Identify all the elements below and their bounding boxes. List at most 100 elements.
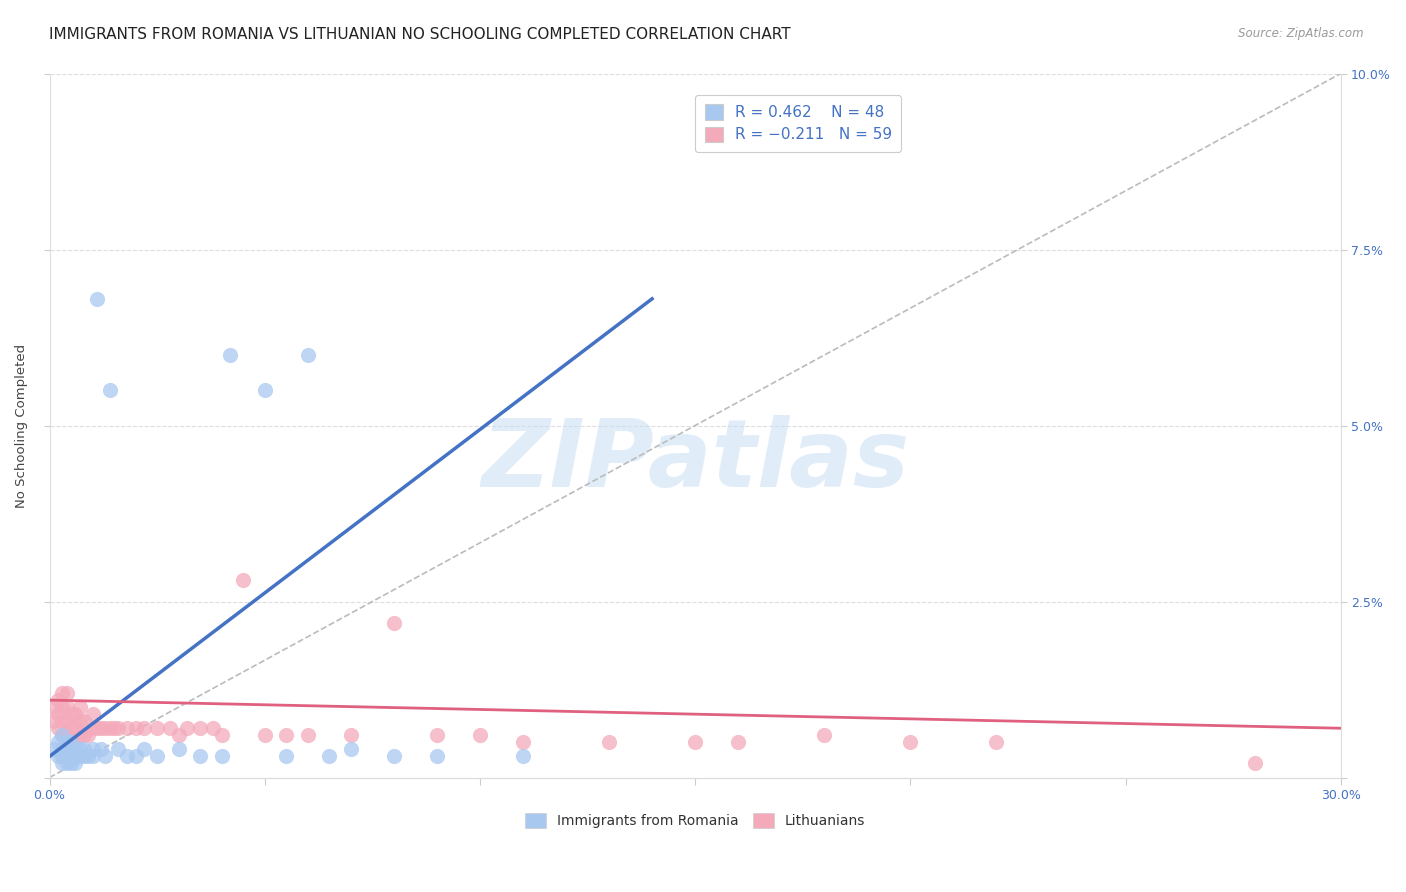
- Point: [340, 728, 363, 742]
- Point: [297, 348, 319, 362]
- Point: [46, 707, 69, 722]
- Point: [55, 749, 77, 764]
- Point: [598, 735, 620, 749]
- Point: [86, 292, 108, 306]
- Point: [55, 735, 77, 749]
- Point: [512, 749, 534, 764]
- Point: [69, 749, 91, 764]
- Point: [51, 686, 73, 700]
- Point: [86, 721, 108, 735]
- Point: [69, 742, 91, 756]
- Point: [82, 721, 104, 735]
- Legend: Immigrants from Romania, Lithuanians: Immigrants from Romania, Lithuanians: [520, 807, 870, 834]
- Point: [42, 714, 65, 729]
- Point: [51, 700, 73, 714]
- Point: [82, 707, 104, 722]
- Point: [55, 756, 77, 771]
- Point: [146, 721, 169, 735]
- Point: [60, 735, 83, 749]
- Point: [51, 728, 73, 742]
- Point: [94, 721, 117, 735]
- Point: [73, 742, 96, 756]
- Point: [69, 714, 91, 729]
- Point: [42, 700, 65, 714]
- Point: [124, 749, 146, 764]
- Point: [60, 756, 83, 771]
- Point: [340, 742, 363, 756]
- Point: [60, 707, 83, 722]
- Point: [60, 721, 83, 735]
- Point: [986, 735, 1008, 749]
- Point: [426, 728, 449, 742]
- Point: [202, 721, 225, 735]
- Point: [276, 749, 298, 764]
- Text: IMMIGRANTS FROM ROMANIA VS LITHUANIAN NO SCHOOLING COMPLETED CORRELATION CHART: IMMIGRANTS FROM ROMANIA VS LITHUANIAN NO…: [49, 27, 790, 42]
- Point: [90, 742, 112, 756]
- Point: [73, 728, 96, 742]
- Point: [65, 721, 87, 735]
- Point: [813, 728, 835, 742]
- Point: [898, 735, 921, 749]
- Point: [382, 615, 405, 630]
- Point: [159, 721, 181, 735]
- Text: Source: ZipAtlas.com: Source: ZipAtlas.com: [1239, 27, 1364, 40]
- Point: [512, 735, 534, 749]
- Point: [65, 735, 87, 749]
- Point: [115, 721, 138, 735]
- Point: [188, 721, 211, 735]
- Point: [426, 749, 449, 764]
- Point: [46, 749, 69, 764]
- Point: [167, 742, 190, 756]
- Point: [60, 742, 83, 756]
- Point: [55, 700, 77, 714]
- Point: [55, 749, 77, 764]
- Point: [318, 749, 340, 764]
- Point: [69, 728, 91, 742]
- Point: [55, 742, 77, 756]
- Point: [124, 721, 146, 735]
- Point: [115, 749, 138, 764]
- Point: [51, 756, 73, 771]
- Point: [60, 749, 83, 764]
- Point: [167, 728, 190, 742]
- Point: [134, 742, 156, 756]
- Point: [468, 728, 491, 742]
- Point: [73, 714, 96, 729]
- Point: [1243, 756, 1265, 771]
- Point: [219, 348, 242, 362]
- Point: [253, 384, 276, 398]
- Text: ZIPatlas: ZIPatlas: [481, 415, 910, 507]
- Point: [65, 749, 87, 764]
- Point: [46, 721, 69, 735]
- Point: [134, 721, 156, 735]
- Point: [82, 749, 104, 764]
- Point: [297, 728, 319, 742]
- Point: [90, 721, 112, 735]
- Point: [60, 735, 83, 749]
- Point: [55, 686, 77, 700]
- Point: [65, 756, 87, 771]
- Point: [211, 728, 233, 742]
- Y-axis label: No Schooling Completed: No Schooling Completed: [15, 343, 28, 508]
- Point: [55, 728, 77, 742]
- Point: [253, 728, 276, 742]
- Point: [55, 742, 77, 756]
- Point: [188, 749, 211, 764]
- Point: [65, 707, 87, 722]
- Point: [98, 384, 121, 398]
- Point: [232, 574, 254, 588]
- Point: [46, 735, 69, 749]
- Point: [51, 728, 73, 742]
- Point: [683, 735, 706, 749]
- Point: [94, 749, 117, 764]
- Point: [77, 749, 100, 764]
- Point: [211, 749, 233, 764]
- Point: [107, 742, 129, 756]
- Point: [98, 721, 121, 735]
- Point: [65, 742, 87, 756]
- Point: [103, 721, 125, 735]
- Point: [77, 728, 100, 742]
- Point: [73, 749, 96, 764]
- Point: [82, 742, 104, 756]
- Point: [55, 714, 77, 729]
